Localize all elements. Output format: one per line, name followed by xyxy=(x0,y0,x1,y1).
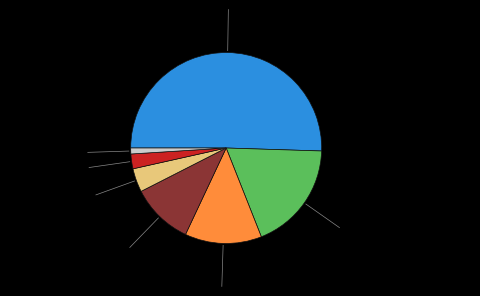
Wedge shape xyxy=(141,148,226,234)
Wedge shape xyxy=(131,148,226,154)
Wedge shape xyxy=(132,148,226,191)
Wedge shape xyxy=(226,148,321,237)
Wedge shape xyxy=(131,52,321,151)
Wedge shape xyxy=(131,148,226,169)
Wedge shape xyxy=(185,148,261,244)
